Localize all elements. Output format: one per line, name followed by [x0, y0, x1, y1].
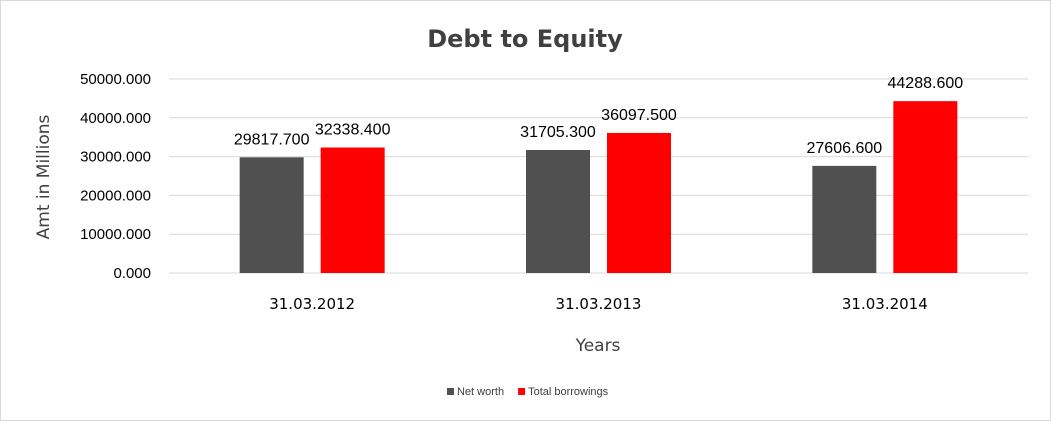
bar-net-worth [812, 165, 877, 273]
y-axis-ticks: 0.000 10000.000 20000.000 30000.000 40000.00… [80, 71, 151, 282]
chart-title: Debt to Equity [427, 25, 623, 53]
gridlines [169, 78, 1028, 274]
x-category-label: 31.03.2012 [269, 295, 355, 313]
y-tick-label: 50000.000 [80, 71, 151, 88]
data-label: 44288.600 [888, 75, 964, 92]
y-tick-label: 20000.000 [80, 187, 151, 204]
legend-label: Total borrowings [528, 386, 609, 398]
data-label: 27606.600 [807, 140, 883, 157]
bar-total-borrowings [893, 101, 958, 273]
y-tick-label: 10000.000 [80, 226, 151, 243]
legend-label: Net worth [457, 386, 504, 398]
y-axis-title: Amt in Millions [34, 114, 54, 239]
x-category-label: 31.03.2014 [842, 295, 928, 313]
bars [239, 101, 958, 273]
bar-net-worth [239, 157, 304, 273]
x-category-label: 31.03.2013 [556, 295, 642, 313]
data-label: 31705.300 [520, 124, 596, 141]
legend: Net worth Total borrowings [447, 386, 609, 398]
x-axis-title: Years [575, 336, 621, 356]
bar-total-borrowings [607, 132, 671, 273]
data-label: 29817.700 [234, 131, 310, 148]
y-tick-label: 0.000 [113, 265, 151, 282]
y-tick-label: 40000.000 [80, 110, 151, 127]
legend-swatch [447, 388, 454, 395]
legend-swatch [518, 388, 526, 395]
bar-total-borrowings [320, 147, 385, 273]
bar-net-worth [526, 149, 590, 273]
y-tick-label: 30000.000 [80, 149, 151, 166]
x-axis-categories: 31.03.2012 31.03.2013 31.03.2014 [269, 295, 928, 313]
data-label: 32338.400 [315, 122, 391, 139]
data-labels: 29817.700 32338.400 31705.300 36097.500 2760… [234, 75, 963, 157]
data-label: 36097.500 [601, 107, 677, 124]
